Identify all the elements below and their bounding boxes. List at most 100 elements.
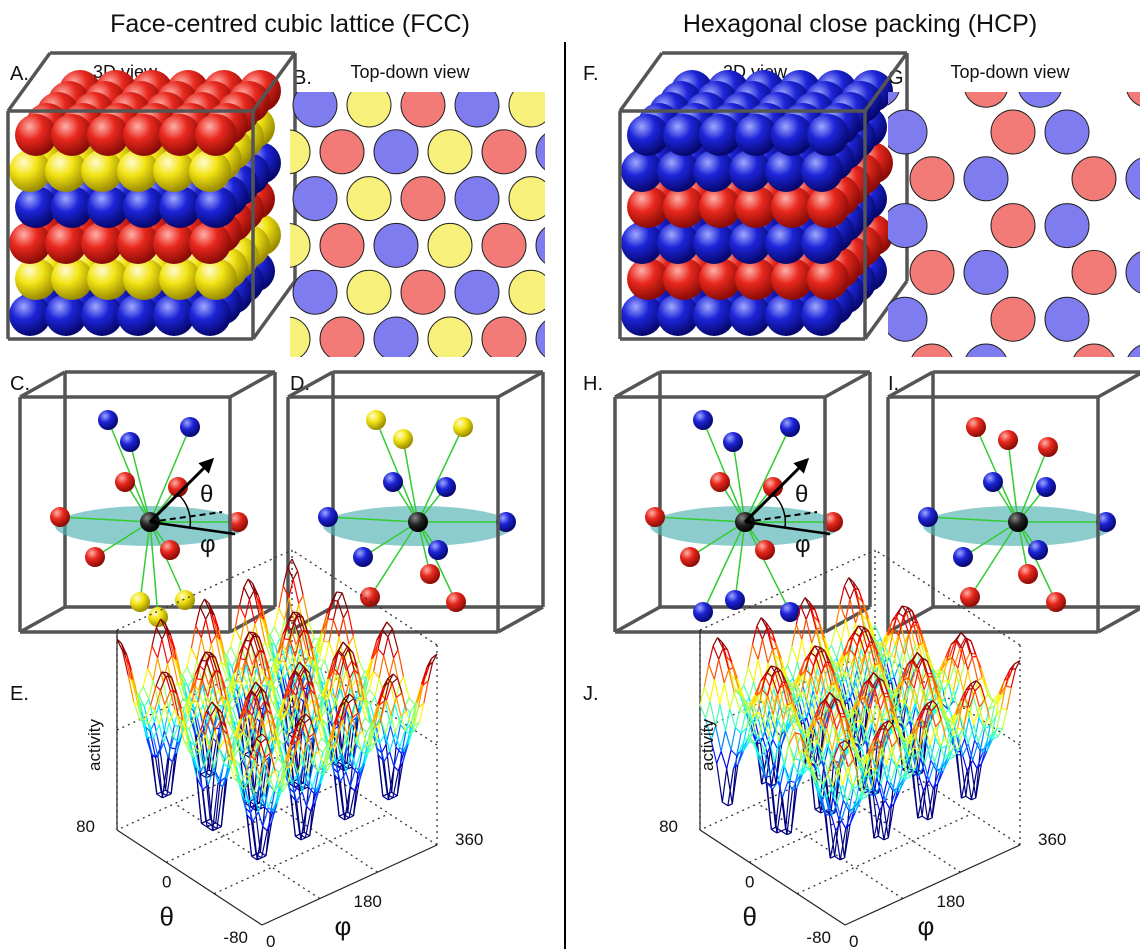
bond	[1017, 446, 1049, 523]
mesh	[772, 693, 779, 715]
mesh	[331, 743, 337, 762]
mesh	[165, 630, 173, 656]
mesh	[786, 665, 794, 679]
mesh	[935, 726, 941, 746]
mesh	[243, 788, 250, 804]
mesh	[920, 703, 928, 719]
mesh	[278, 585, 284, 609]
mesh	[237, 731, 244, 750]
mesh	[244, 802, 252, 808]
mesh	[752, 711, 759, 732]
mesh	[344, 786, 351, 820]
axis-label: φ	[335, 911, 352, 941]
cube-edge	[824, 605, 871, 634]
mesh	[231, 681, 237, 700]
mesh	[283, 597, 290, 621]
mesh	[987, 731, 995, 739]
axis-edge	[116, 649, 293, 731]
mesh	[186, 666, 194, 679]
mesh	[962, 669, 969, 691]
mesh	[983, 725, 989, 739]
atom	[1126, 438, 1140, 482]
mesh	[839, 828, 847, 860]
mesh	[832, 682, 839, 699]
mesh	[918, 642, 924, 646]
mesh	[305, 664, 312, 667]
neighbour	[1028, 540, 1048, 560]
mesh	[874, 783, 882, 796]
mesh	[898, 635, 906, 655]
mesh	[987, 693, 994, 701]
mesh	[922, 642, 930, 663]
mesh	[202, 789, 208, 828]
mesh	[243, 578, 249, 588]
mesh	[198, 737, 206, 764]
mesh	[199, 598, 206, 608]
mesh	[844, 649, 851, 673]
mesh	[904, 710, 911, 728]
panel-label: E.	[10, 683, 29, 705]
sphere	[765, 222, 807, 264]
mesh	[312, 746, 318, 765]
mesh	[286, 717, 293, 737]
mesh	[191, 660, 198, 679]
mesh	[893, 790, 901, 805]
mesh	[306, 666, 312, 689]
mesh	[723, 682, 731, 710]
mesh	[888, 792, 896, 809]
bond	[654, 516, 746, 523]
mesh	[295, 833, 300, 837]
mesh	[833, 743, 840, 759]
mesh	[918, 725, 924, 728]
mesh	[733, 692, 741, 710]
mesh	[854, 636, 861, 656]
mesh	[1005, 685, 1012, 688]
mesh	[301, 791, 308, 807]
mesh	[894, 717, 901, 735]
mesh	[965, 683, 972, 690]
mesh	[898, 616, 904, 636]
mesh	[268, 645, 276, 664]
mesh	[811, 750, 817, 770]
mesh	[156, 793, 163, 799]
mesh	[225, 646, 232, 656]
neighbour	[130, 592, 150, 612]
mesh	[729, 708, 737, 728]
mesh	[781, 682, 789, 706]
mesh	[296, 722, 302, 741]
mesh	[899, 700, 905, 720]
sphere	[693, 150, 735, 192]
mesh	[880, 764, 887, 785]
mesh	[342, 617, 350, 645]
mesh	[995, 694, 1001, 717]
mesh	[284, 688, 292, 699]
mesh	[151, 755, 158, 795]
mesh	[156, 791, 162, 795]
mesh	[783, 702, 790, 707]
mesh	[859, 607, 865, 611]
mesh	[371, 639, 378, 659]
mesh	[186, 648, 192, 667]
mesh	[820, 795, 827, 815]
mesh	[317, 765, 324, 771]
atom	[990, 203, 1036, 249]
mesh	[816, 652, 823, 670]
mesh	[283, 781, 289, 791]
mesh	[206, 702, 214, 723]
mesh	[744, 737, 751, 740]
mesh	[337, 715, 344, 721]
sphere	[657, 294, 699, 336]
mesh	[730, 674, 736, 690]
mesh	[409, 729, 416, 736]
grid-line	[796, 813, 973, 895]
mesh	[151, 627, 157, 646]
mesh	[970, 768, 978, 800]
mesh	[787, 705, 794, 728]
mesh	[246, 708, 253, 716]
mesh	[273, 785, 280, 791]
cube-edge	[863, 279, 909, 341]
mesh	[250, 681, 257, 691]
mesh	[160, 618, 167, 632]
mesh	[305, 689, 311, 699]
mesh	[239, 640, 246, 659]
